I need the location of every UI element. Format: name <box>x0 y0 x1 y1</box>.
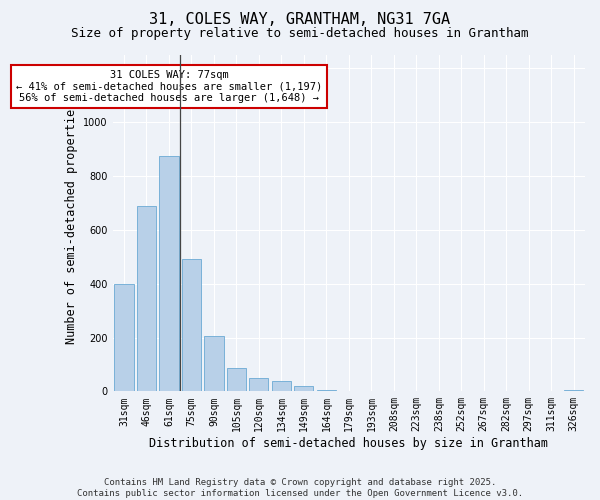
Bar <box>564 390 583 392</box>
X-axis label: Distribution of semi-detached houses by size in Grantham: Distribution of semi-detached houses by … <box>149 437 548 450</box>
Bar <box>272 380 291 392</box>
Text: Contains HM Land Registry data © Crown copyright and database right 2025.
Contai: Contains HM Land Registry data © Crown c… <box>77 478 523 498</box>
Y-axis label: Number of semi-detached properties: Number of semi-detached properties <box>65 102 78 344</box>
Text: 31, COLES WAY, GRANTHAM, NG31 7GA: 31, COLES WAY, GRANTHAM, NG31 7GA <box>149 12 451 28</box>
Bar <box>160 156 179 392</box>
Bar <box>250 378 268 392</box>
Bar <box>317 390 336 392</box>
Bar <box>137 206 156 392</box>
Bar <box>182 260 201 392</box>
Bar <box>227 368 246 392</box>
Text: Size of property relative to semi-detached houses in Grantham: Size of property relative to semi-detach… <box>71 28 529 40</box>
Bar <box>205 336 224 392</box>
Bar <box>295 386 313 392</box>
Text: 31 COLES WAY: 77sqm
← 41% of semi-detached houses are smaller (1,197)
56% of sem: 31 COLES WAY: 77sqm ← 41% of semi-detach… <box>16 70 322 103</box>
Bar <box>115 284 134 392</box>
